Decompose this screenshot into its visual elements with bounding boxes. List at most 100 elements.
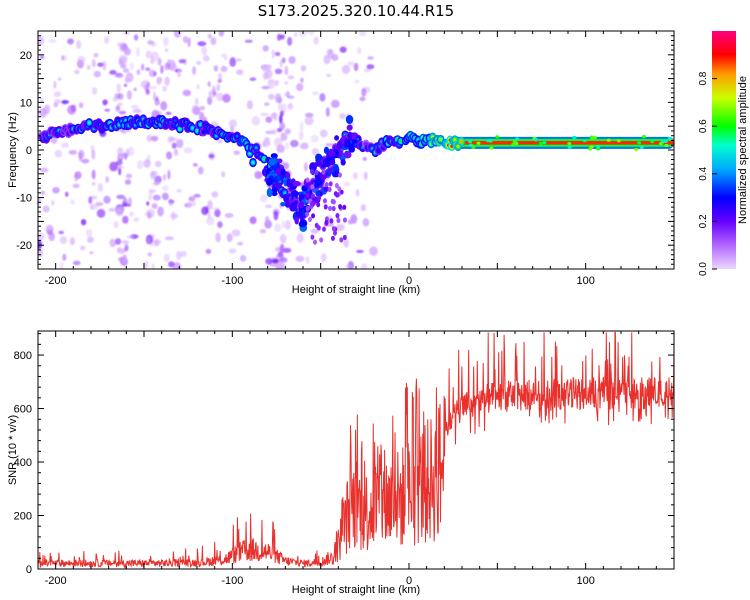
heatmap-noise-blob — [162, 174, 167, 181]
heatmap-noise-blob — [265, 116, 273, 123]
heatmap-noise-blob — [156, 80, 162, 85]
heatmap-band-speckle — [567, 145, 572, 149]
heatmap-noise-blob — [164, 62, 171, 71]
heatmap-noise-blob — [163, 36, 169, 47]
heatmap-ridge-core — [173, 119, 177, 123]
heatmap-band-speckle — [641, 134, 646, 139]
heatmap-noise-blob — [161, 192, 169, 201]
heatmap-noise-blob — [279, 122, 286, 131]
heatmap-noise-blob — [311, 91, 320, 95]
y-tick-label: 600 — [14, 404, 32, 416]
heatmap-noise-blob — [214, 208, 221, 218]
heatmap-noise-blob — [283, 134, 288, 141]
heatmap-noise-blob — [259, 194, 268, 203]
heatmap-noise-blob — [129, 211, 134, 217]
heatmap-scatter-blob — [322, 198, 327, 204]
x-tick-label: 0 — [406, 275, 412, 287]
heatmap-ridge-core — [251, 160, 255, 165]
heatmap-noise-blob — [354, 79, 360, 84]
heatmap-noise-blob — [80, 219, 87, 226]
heatmap-band-speckle — [534, 138, 539, 142]
heatmap-scatter-blob — [317, 195, 322, 201]
heatmap-noise-blob — [69, 237, 75, 246]
heatmap-scatter-blob — [346, 124, 353, 131]
heatmap-noise-blob — [125, 173, 133, 179]
figure-title: S173.2025.320.10.44.R15 — [258, 2, 454, 20]
heatmap-noise-blob — [188, 196, 196, 202]
heatmap-noise-blob — [265, 258, 273, 265]
heatmap-noise-blob — [91, 149, 96, 160]
heatmap-noise-blob — [124, 77, 130, 83]
heatmap-scatter-blob — [316, 225, 321, 231]
heatmap-ridge-core — [356, 137, 360, 141]
heatmap-noise-blob — [319, 129, 328, 138]
heatmap-ridge-core — [235, 134, 239, 138]
heatmap-noise-blob — [72, 183, 80, 189]
y-tick-label: 0 — [26, 145, 32, 157]
heatmap-noise-blob — [157, 57, 162, 66]
heatmap-noise-blob — [74, 69, 80, 75]
heatmap-ridge-core — [199, 122, 203, 127]
heatmap-noise-blob — [152, 181, 161, 186]
heatmap-noise-blob — [264, 102, 270, 107]
heatmap-noise-blob — [217, 221, 223, 228]
heatmap-scatter-blob — [345, 115, 354, 125]
x-tick-label: -200 — [45, 275, 67, 287]
heatmap-noise-blob — [123, 83, 128, 87]
heatmap-scatter-blob — [310, 184, 315, 190]
spectrogram-frame — [37, 30, 675, 270]
heatmap-noise-blob — [72, 260, 81, 266]
heatmap-scatter-blob — [322, 157, 331, 168]
heatmap-noise-blob — [300, 65, 307, 72]
heatmap-scatter-blob — [339, 237, 344, 243]
heatmap-band-core — [447, 141, 674, 145]
heatmap-ridge-core — [87, 121, 91, 125]
heatmap-band-speckle — [468, 139, 473, 144]
heatmap-scatter-blob — [265, 178, 273, 186]
heatmap-noise-blob — [296, 83, 304, 92]
heatmap-noise-blob — [43, 104, 51, 115]
heatmap-noise-blob — [136, 69, 141, 76]
heatmap-noise-blob — [221, 53, 228, 58]
y-tick-label: 0 — [26, 564, 32, 576]
heatmap-ridge-core — [399, 139, 403, 143]
heatmap-noise-blob — [124, 179, 132, 185]
heatmap-noise-blob — [53, 91, 62, 98]
heatmap-noise-blob — [147, 252, 152, 257]
heatmap-noise-blob — [277, 261, 286, 269]
heatmap-scatter-blob — [342, 217, 347, 223]
heatmap-noise-blob — [175, 138, 184, 149]
heatmap-noise-blob — [91, 169, 96, 180]
heatmap-scatter-blob — [292, 180, 301, 187]
x-tick-label: -200 — [45, 575, 67, 587]
heatmap-noise-blob — [229, 57, 237, 67]
heatmap-scatter-blob — [336, 217, 341, 224]
snr-frame — [37, 330, 675, 570]
heatmap-noise-blob — [176, 189, 182, 193]
heatmap-noise-blob — [91, 87, 98, 95]
heatmap-band-speckle — [495, 135, 500, 139]
heatmap-noise-blob — [85, 229, 93, 237]
heatmap-noise-blob — [52, 187, 60, 194]
heatmap-noise-blob — [136, 159, 144, 170]
heatmap-ridge-core — [450, 144, 454, 148]
heatmap-noise-blob — [38, 36, 45, 46]
heatmap-band-speckle — [637, 141, 642, 145]
heatmap-scatter-blob — [271, 186, 278, 193]
heatmap-scatter-blob — [314, 161, 323, 167]
heatmap-band-speckle — [511, 142, 516, 146]
colorbar-tick-label: 0.2 — [698, 214, 709, 228]
heatmap-noise-blob — [274, 68, 283, 75]
heatmap-noise-blob — [150, 170, 159, 177]
heatmap-noise-blob — [165, 48, 169, 53]
y-tick-label: 800 — [14, 350, 32, 362]
heatmap-noise-blob — [48, 39, 57, 43]
heatmap-noise-blob — [168, 261, 175, 268]
heatmap-scatter-blob — [322, 226, 327, 232]
heatmap-noise-blob — [182, 36, 189, 44]
heatmap-noise-blob — [360, 204, 367, 212]
heatmap-noise-blob — [284, 219, 291, 230]
heatmap-noise-blob — [359, 96, 366, 102]
heatmap-noise-blob — [177, 69, 181, 78]
heatmap-noise-blob — [228, 248, 237, 254]
